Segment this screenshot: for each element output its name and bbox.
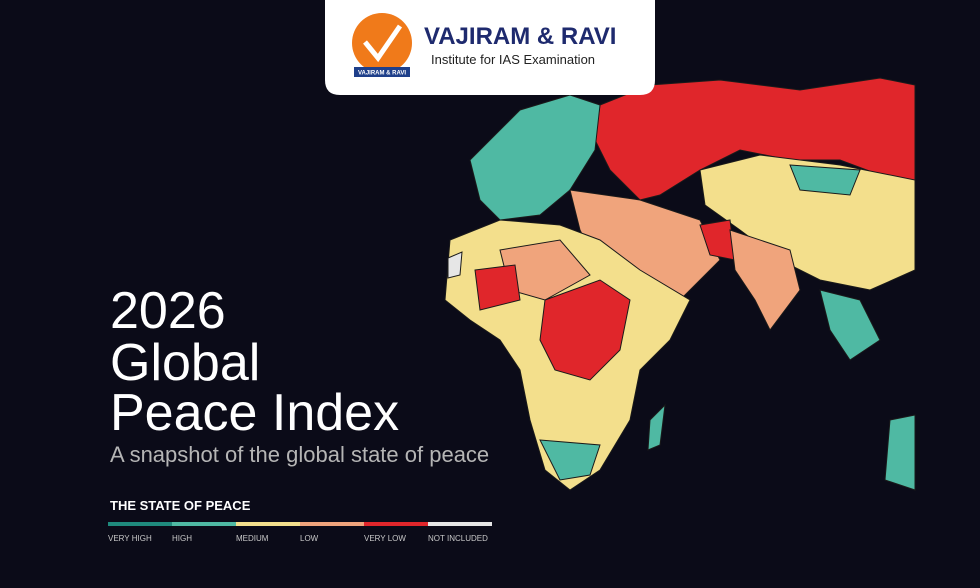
legend-swatch — [172, 522, 236, 526]
logo-badge-text: VAJIRAM & RAVI — [358, 71, 406, 77]
logo-emblem — [352, 13, 412, 73]
title-line: Peace Index — [110, 384, 399, 442]
region — [539, 439, 601, 481]
subtitle: A snapshot of the global state of peace — [110, 442, 489, 467]
logo-tagline: Institute for IAS Examination — [431, 52, 595, 67]
region — [819, 289, 881, 361]
legend-swatch — [108, 522, 172, 526]
legend-label: VERY HIGH — [108, 534, 152, 543]
region — [729, 229, 801, 331]
legend-label: LOW — [300, 534, 319, 543]
logo-name: VAJIRAM & RAVI — [424, 23, 616, 50]
title-line: Global — [110, 334, 260, 392]
legend-swatch — [428, 522, 492, 526]
legend-title: THE STATE OF PEACE — [110, 498, 251, 513]
logo-ribbon — [354, 67, 410, 77]
legend-swatch — [300, 522, 364, 526]
logo-check — [363, 24, 403, 63]
legend-label: VERY LOW — [364, 534, 406, 543]
title-year: 2026 — [110, 282, 226, 340]
region — [539, 279, 631, 381]
region — [789, 164, 861, 196]
region — [884, 414, 916, 491]
legend-label: MEDIUM — [236, 534, 269, 543]
legend-label: NOT INCLUDED — [428, 534, 488, 543]
world-map — [444, 77, 916, 491]
region — [447, 251, 463, 279]
legend-swatch — [236, 522, 300, 526]
region — [469, 94, 601, 221]
legend-label: HIGH — [172, 534, 192, 543]
legend-swatch — [364, 522, 428, 526]
region — [647, 403, 666, 451]
region — [474, 264, 521, 311]
region — [594, 77, 916, 201]
legend: VERY HIGH HIGH MEDIUM LOW VERY LOW NOT INCLUD… — [108, 522, 492, 543]
